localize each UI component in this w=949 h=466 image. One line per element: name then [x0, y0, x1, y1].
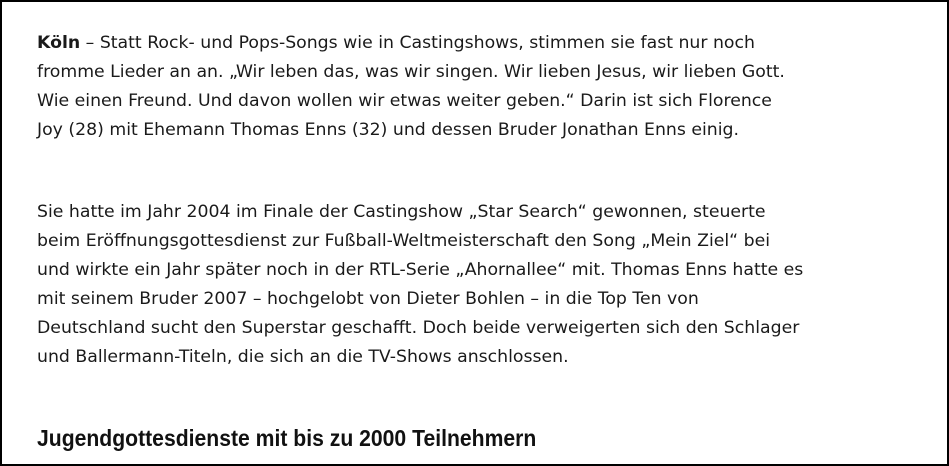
paragraph-line: Sie hatte im Jahr 2004 im Finale der Cas… [37, 202, 766, 222]
dateline: Köln [37, 33, 81, 53]
paragraph-line: Wie einen Freund. Und davon wollen wir e… [37, 91, 772, 111]
article-paragraph-2: Sie hatte im Jahr 2004 im Finale der Cas… [37, 198, 803, 372]
paragraph-line: fromme Lieder an an. „Wir leben das, was… [37, 62, 785, 82]
paragraph-line: Köln – Statt Rock- und Pops-Songs wie in… [37, 29, 785, 58]
section-heading: Jugendgottesdienste mit bis zu 2000 Teil… [37, 425, 537, 451]
paragraph-line: beim Eröffnungsgottesdienst zur Fußball-… [37, 231, 771, 251]
paragraph-line: Deutschland sucht den Superstar geschaff… [37, 318, 800, 338]
paragraph-line: mit seinem Bruder 2007 – hochgelobt von … [37, 289, 699, 309]
paragraph-line: Joy (28) mit Ehemann Thomas Enns (32) un… [37, 120, 739, 140]
paragraph-line: und Ballermann-Titeln, die sich an die T… [37, 347, 569, 367]
paragraph-line-text: – Statt Rock- und Pops-Songs wie in Cast… [80, 33, 755, 53]
paragraph-line: und wirkte ein Jahr später noch in der R… [37, 260, 804, 280]
article-paragraph-intro: Köln – Statt Rock- und Pops-Songs wie in… [37, 29, 785, 145]
